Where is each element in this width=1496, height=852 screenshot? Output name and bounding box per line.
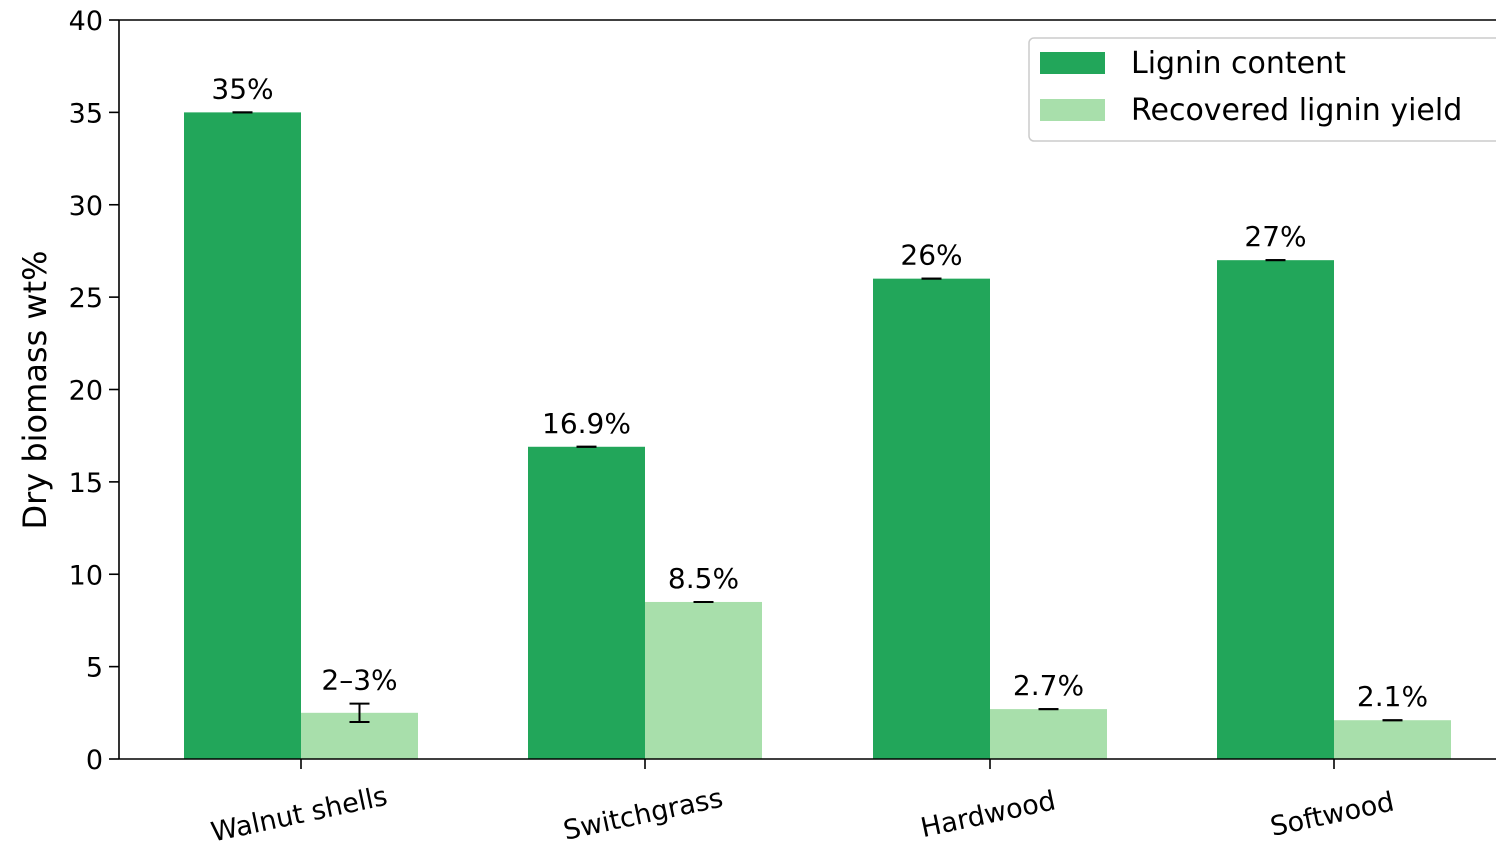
y-tick-label: 5 bbox=[86, 653, 103, 684]
x-tick-label: Softwood bbox=[1268, 786, 1397, 842]
bar-lignin-3 bbox=[1217, 260, 1334, 759]
y-tick-label: 15 bbox=[69, 468, 103, 499]
bar-recovered-3 bbox=[1334, 720, 1451, 759]
y-tick-label: 35 bbox=[69, 98, 103, 129]
data-labels-group: 35% 16.9% 26% 27% 2–3% 8.5% 2.7% 2.1% bbox=[211, 72, 1428, 713]
bar-recovered-2 bbox=[990, 709, 1107, 759]
legend-swatch bbox=[1040, 99, 1105, 121]
data-label: 27% bbox=[1244, 220, 1306, 253]
legend-frame bbox=[1028, 37, 1496, 142]
data-label: 16.9% bbox=[542, 407, 631, 440]
y-tick-label: 25 bbox=[69, 283, 103, 314]
y-tick-label: 30 bbox=[69, 191, 103, 222]
y-axis-title: Dry biomass wt% bbox=[16, 250, 54, 529]
data-label: 35% bbox=[211, 72, 273, 105]
data-label: 2.1% bbox=[1357, 680, 1428, 713]
legend-label: Lignin content bbox=[1131, 46, 1346, 81]
y-tick-label: 20 bbox=[69, 376, 103, 407]
y-tick-label: 0 bbox=[86, 745, 103, 776]
bar-lignin-2 bbox=[873, 278, 990, 759]
y-tick-label: 40 bbox=[69, 6, 103, 37]
bars-group bbox=[184, 111, 1451, 759]
legend: Lignin content Recovered lignin yield bbox=[1028, 37, 1496, 142]
data-label: 26% bbox=[900, 239, 962, 272]
data-label: 2.7% bbox=[1013, 669, 1084, 702]
bar-recovered-1 bbox=[645, 601, 762, 759]
x-tick-label: Switchgrass bbox=[561, 783, 726, 847]
data-label: 2–3% bbox=[321, 664, 397, 697]
x-tick-label: Walnut shells bbox=[208, 781, 390, 849]
y-tick-label: 10 bbox=[69, 560, 103, 591]
x-tick-label: Hardwood bbox=[918, 785, 1058, 844]
legend-label: Recovered lignin yield bbox=[1131, 93, 1462, 128]
data-label: 8.5% bbox=[668, 562, 739, 595]
bar-lignin-1 bbox=[528, 446, 645, 759]
legend-swatch bbox=[1040, 52, 1105, 74]
bar-lignin-0 bbox=[184, 112, 301, 759]
